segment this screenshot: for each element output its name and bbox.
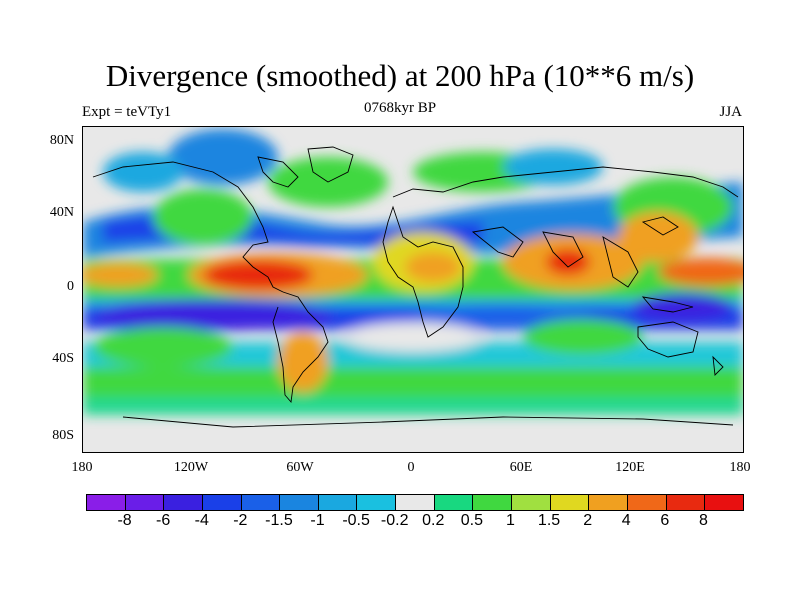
colorbar-swatch	[202, 495, 242, 510]
lon-label-0: 0	[407, 460, 415, 475]
colorbar-swatch	[627, 495, 667, 510]
colorbar-label: -8	[117, 512, 132, 529]
colorbar-swatch	[318, 495, 358, 510]
colorbar-label: 2	[583, 512, 593, 529]
lon-label-60e: 60E	[509, 460, 533, 475]
colorbar-swatch	[512, 495, 551, 510]
lon-label-120e: 120E	[615, 460, 645, 475]
colorbar-label: 0.5	[460, 512, 483, 529]
colorbar-swatch	[357, 495, 397, 510]
colorbar-swatch	[666, 495, 706, 510]
lon-label-60w: 60W	[286, 460, 314, 475]
colorbar-swatch	[705, 495, 743, 510]
colorbar-label: -2	[233, 512, 248, 529]
lat-label-80s: 80S	[52, 428, 74, 443]
colorbar-label: -0.5	[342, 512, 370, 529]
lat-label-40n: 40N	[49, 205, 74, 220]
colorbar	[86, 494, 744, 511]
colorbar-label: 1	[506, 512, 515, 529]
coastlines	[92, 146, 739, 428]
lon-label-180w: 180	[71, 460, 93, 475]
colorbar-swatch	[87, 495, 126, 510]
colorbar-label: 1.5	[537, 512, 561, 529]
lat-label-40s: 40S	[52, 351, 74, 366]
colorbar-label: 6	[660, 512, 670, 529]
lat-label-0: 0	[67, 279, 74, 294]
lon-label-180e: 180	[729, 460, 751, 475]
colorbar-label: -6	[156, 512, 171, 529]
colorbar-swatch	[280, 495, 319, 510]
colorbar-label: 4	[621, 512, 631, 529]
colorbar-swatch	[589, 495, 628, 510]
lat-label-80n: 80N	[49, 133, 74, 148]
season-label: JJA	[719, 104, 742, 120]
period-label: 0768kyr BP	[363, 100, 437, 116]
colorbar-label: -1.5	[265, 512, 293, 529]
plot-title: Divergence (smoothed) at 200 hPa (10**6 …	[105, 58, 695, 93]
colorbar-label: -1	[310, 512, 325, 529]
colorbar-label: -0.2	[380, 512, 409, 529]
colorbar-swatch	[434, 495, 474, 510]
colorbar-swatch	[473, 495, 513, 510]
colorbar-label: -4	[194, 512, 209, 529]
colorbar-swatch	[241, 495, 281, 510]
divergence-map	[82, 126, 744, 453]
colorbar-swatch	[125, 495, 165, 510]
colorbar-swatch	[164, 495, 203, 510]
divergence-field	[83, 129, 743, 415]
lon-label-120w: 120W	[173, 460, 209, 475]
colorbar-swatch	[550, 495, 590, 510]
colorbar-label: 0.2	[422, 512, 445, 529]
map-svg	[83, 127, 743, 452]
colorbar-swatch	[396, 495, 435, 510]
colorbar-label: 8	[698, 512, 708, 529]
experiment-label: Expt = teVTy1	[82, 104, 172, 120]
